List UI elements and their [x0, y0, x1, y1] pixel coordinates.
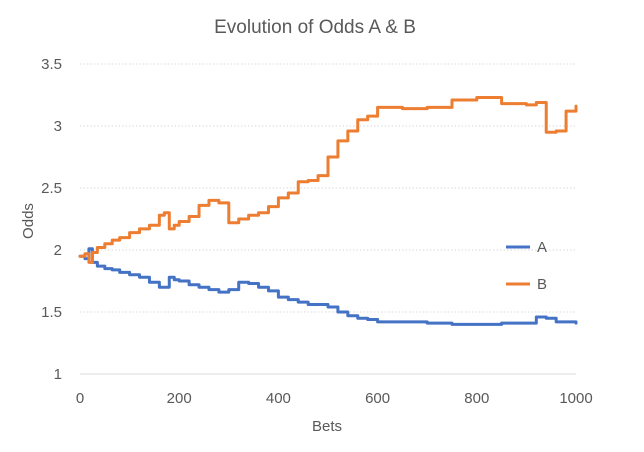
y-tick-label: 3: [54, 118, 62, 135]
x-tick-label: 800: [464, 390, 489, 407]
x-tick-label: 200: [167, 390, 192, 407]
y-tick-label: 1: [54, 366, 62, 383]
y-tick-label: 2.5: [41, 180, 62, 197]
x-tick-label: 600: [365, 390, 390, 407]
legend-label-a: A: [537, 239, 547, 256]
y-axis-label: Odds: [20, 203, 37, 239]
x-tick-label: 400: [266, 390, 291, 407]
gridlines: [80, 63, 576, 313]
y-tick-label: 2: [54, 242, 62, 259]
legend-label-b: B: [537, 276, 547, 293]
legend: AB: [506, 239, 547, 293]
series-line-a: [78, 247, 578, 326]
x-tick-label: 0: [76, 390, 84, 407]
series-lines: [78, 95, 578, 326]
x-tick-label: 1000: [559, 390, 592, 407]
x-axis-label: Bets: [312, 418, 342, 435]
y-axis-tick-labels: 1 1.5 2 2.5 3 3.5: [41, 56, 62, 383]
x-axis-tick-labels: 0 200 400 600 800 1000: [76, 390, 593, 407]
y-tick-label: 1.5: [41, 304, 62, 321]
y-tick-label: 3.5: [41, 56, 62, 73]
chart-title: Evolution of Odds A & B: [214, 17, 416, 38]
series-line-b: [78, 95, 578, 264]
